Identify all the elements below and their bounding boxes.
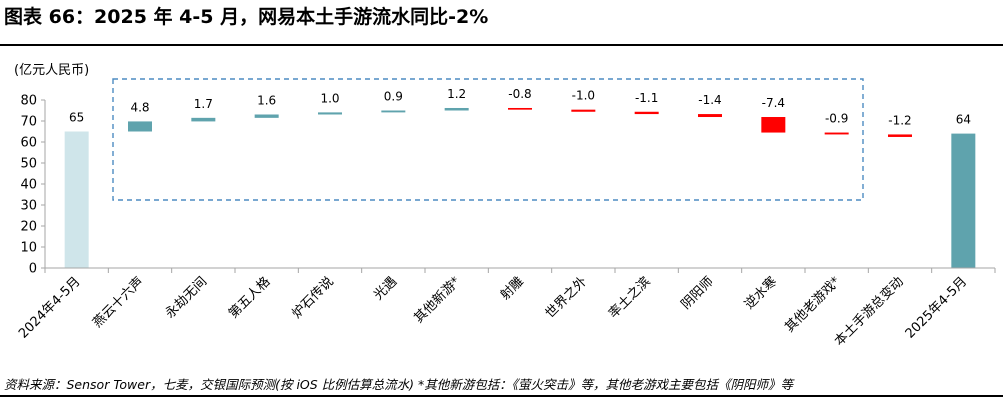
x-tick-label: 第五人格: [225, 274, 273, 322]
bar: [191, 117, 216, 122]
data-label: -7.4: [762, 96, 785, 110]
bar: [761, 117, 786, 133]
data-label: 1.6: [257, 93, 276, 107]
data-label: 1.0: [320, 91, 339, 105]
change-bars-dashed-box: [112, 78, 864, 201]
data-label: 64: [956, 113, 971, 127]
x-tick-label: 阴阳师: [679, 274, 717, 312]
y-tick-label: 20: [20, 220, 37, 235]
bar: [128, 121, 152, 132]
x-tick-label: 逆水寒: [741, 274, 780, 313]
x-tick-label: 世界之外: [543, 274, 590, 321]
bar: [381, 110, 406, 113]
y-tick-label: 0: [29, 262, 37, 277]
x-axis: 2024年4-5月 燕云十六声 永劫无间 第五人格 炉石传说 光遇 其他新游* 射雕 世界之外率…: [16, 267, 996, 349]
data-label: 1.7: [194, 97, 213, 111]
bar: [951, 133, 976, 268]
waterfall-chart: 0 10 20 30 40 50 60 70 80 65 4.8 1.7 1.6 1.0 0.9 1.2 -0…: [16, 78, 996, 349]
bar: [824, 132, 849, 135]
y-axis: 0 10 20 30 40 50 60 70 80: [20, 94, 46, 277]
source-note: 资料来源：Sensor Tower，七麦，交银国际预测(按 iOS 比例估算总流…: [4, 377, 794, 392]
figure-title: 图表 66：2025 年 4-5 月，网易本土手游流水同比-2%: [4, 6, 489, 28]
title-divider: [0, 44, 1003, 46]
x-tick-label: 其他新游*: [411, 273, 464, 326]
data-label: 1.2: [447, 87, 466, 101]
y-tick-label: 40: [20, 178, 37, 193]
y-tick-label: 60: [20, 136, 37, 151]
bar: [318, 112, 342, 115]
data-label: -1.0: [572, 89, 595, 103]
bottom-divider: [0, 395, 1003, 397]
x-tick-label: 射雕: [497, 274, 527, 304]
data-label: 65: [69, 111, 84, 125]
bar: [698, 114, 722, 118]
x-tick-label: 燕云十六声: [90, 274, 147, 331]
x-tick-label: 率土之滨: [605, 274, 653, 322]
bar: [254, 114, 279, 118]
bar: [888, 134, 912, 137]
bar: [508, 107, 532, 110]
bar: [444, 107, 469, 111]
data-label: -0.8: [508, 87, 531, 101]
y-tick-label: 80: [20, 94, 37, 109]
x-tick-label: 永劫无间: [163, 274, 210, 321]
data-labels: 65 4.8 1.7 1.6 1.0 0.9 1.2 -0.8 -1.0 -1.1 -1.4 -7.4…: [69, 87, 971, 127]
data-label: 0.9: [384, 90, 403, 104]
x-tick-label: 光遇: [371, 274, 400, 303]
bar: [571, 109, 596, 112]
data-label: -1.4: [698, 93, 721, 107]
data-label: 4.8: [130, 100, 149, 114]
y-tick-label: 10: [20, 241, 37, 256]
data-label: -1.1: [635, 91, 658, 105]
bar: [64, 131, 89, 268]
x-tick-label: 2024年4-5月: [16, 274, 83, 341]
x-tick-label: 其他老游戏*: [782, 274, 844, 336]
y-tick-label: 30: [20, 199, 37, 214]
bars: [64, 107, 976, 268]
y-tick-label: 70: [20, 115, 37, 130]
y-tick-label: 50: [20, 157, 37, 172]
data-label: -0.9: [825, 112, 848, 126]
x-tick-label: 2025年4-5月: [903, 274, 970, 341]
x-tick-label: 炉石传说: [289, 274, 336, 321]
data-label: -1.2: [888, 113, 911, 127]
bar: [634, 111, 659, 115]
unit-label: (亿元人民币): [14, 63, 90, 78]
